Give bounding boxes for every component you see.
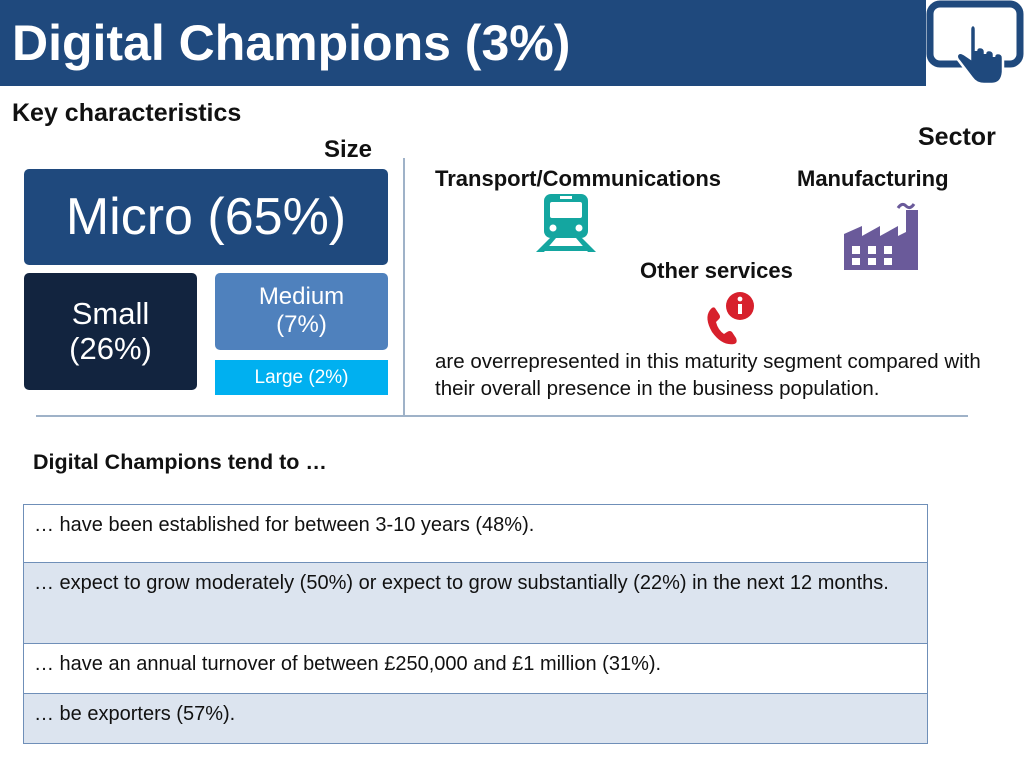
- small-size-box: Small (26%): [24, 273, 197, 390]
- medium-size-box: Medium (7%): [215, 273, 388, 350]
- tablet-touch-icon: [926, 0, 1024, 86]
- tendency-row: … have an annual turnover of between £25…: [24, 643, 927, 693]
- horizontal-divider: [36, 415, 968, 417]
- sector-manufacturing-label: Manufacturing: [797, 166, 949, 191]
- micro-size-box: Micro (65%): [24, 169, 388, 265]
- size-label: Size: [324, 136, 373, 163]
- large-size-text: Large (2%): [254, 367, 349, 388]
- tendency-row: … be exporters (57%).: [24, 693, 927, 743]
- phone-info-icon: [707, 292, 754, 345]
- tendencies-heading: Digital Champions tend to …: [33, 450, 327, 474]
- key-characteristics-heading: Key characteristics: [12, 99, 242, 127]
- header-icon-box: [926, 0, 1024, 86]
- micro-size-text: Micro (65%): [65, 188, 347, 246]
- header-banner: [0, 0, 926, 86]
- vertical-divider: [403, 158, 405, 416]
- tendency-row: … have been established for between 3-10…: [24, 505, 927, 562]
- medium-size-percent: (7%): [276, 311, 327, 338]
- sector-other-services-label: Other services: [640, 258, 793, 283]
- sector-label: Sector: [918, 123, 996, 151]
- factory-icon: [844, 202, 918, 270]
- medium-size-label: Medium: [258, 283, 345, 310]
- page-title: Digital Champions (3%): [12, 15, 571, 71]
- tendency-row: … expect to grow moderately (50%) or exp…: [24, 562, 927, 643]
- tendencies-table: … have been established for between 3-10…: [23, 504, 928, 744]
- sector-transport-label: Transport/Communications: [435, 166, 722, 191]
- small-size-label: Small: [71, 296, 150, 331]
- large-size-box: Large (2%): [215, 360, 388, 395]
- small-size-text: Small (26%): [24, 273, 197, 366]
- medium-size-text: Medium (7%): [215, 273, 388, 339]
- small-size-percent: (26%): [69, 331, 152, 366]
- sector-description: are overrepresented in this maturity seg…: [435, 350, 981, 400]
- train-icon: [536, 194, 596, 252]
